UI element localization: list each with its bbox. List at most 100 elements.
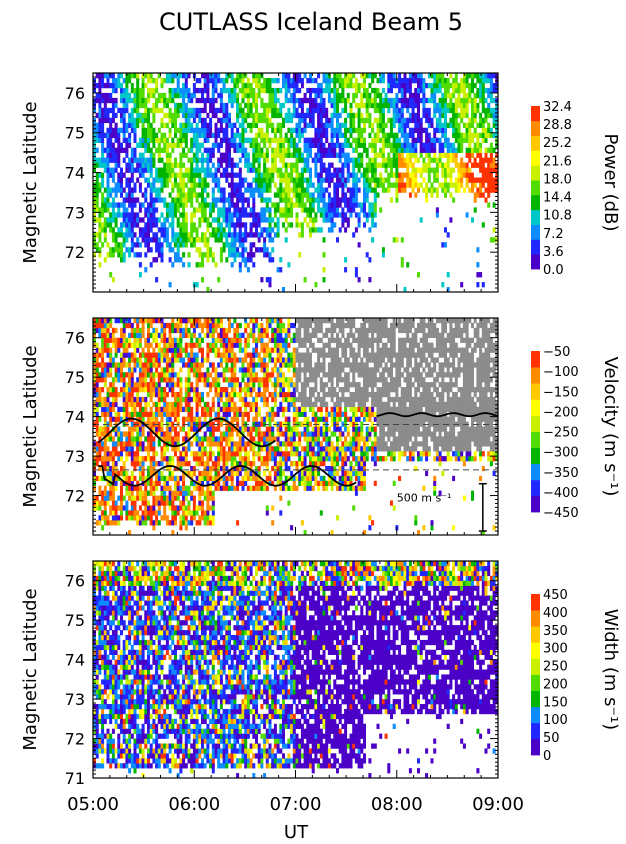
power-colorbar-tick: 10.8 xyxy=(543,209,572,224)
x-tick-labels: 05:00 06:00 07:00 08:00 09:00 xyxy=(67,794,524,815)
power-colorbar-swatch xyxy=(531,239,540,255)
power-colorbar-title: Power (dB) xyxy=(600,134,621,232)
width-colorbar-tick: 50 xyxy=(543,731,560,746)
power-y-axis-title: Magnetic Latitude xyxy=(20,101,41,263)
power-colorbar-tick: 32.4 xyxy=(543,100,572,115)
velocity-colorbar-swatch xyxy=(531,351,540,368)
velocity-colorbar-tick: −200 xyxy=(543,405,579,420)
velocity-colorbar-swatch xyxy=(531,431,540,448)
width-colorbar-tick: 350 xyxy=(543,624,568,639)
width-colorbar-tick: 250 xyxy=(543,660,568,675)
power-y-tick-label: 76 xyxy=(65,84,85,103)
power-colorbar-swatch xyxy=(531,209,540,225)
velocity-colorbar-title: Velocity (m s⁻¹) xyxy=(600,357,621,497)
velocity-colorbar-swatch xyxy=(531,479,540,497)
velocity-colorbar-tick: −150 xyxy=(543,385,579,400)
width-colorbar-tick: 100 xyxy=(543,713,568,728)
width-colorbar-tick: 150 xyxy=(543,695,568,710)
power-colorbar-tick: 7.2 xyxy=(543,227,564,242)
velocity-colorbar-tick: −450 xyxy=(543,506,579,521)
velocity-colorbar-tick: −350 xyxy=(543,466,579,481)
x-tick-label: 08:00 xyxy=(371,794,423,815)
power-colorbar-swatch xyxy=(531,180,540,196)
power-colorbar-tick: 28.8 xyxy=(543,118,572,133)
power-colorbar-swatch xyxy=(531,224,540,240)
power-colorbar-swatch xyxy=(531,165,540,181)
width-y-axis: 71 72 73 74 75 76 xyxy=(65,560,498,788)
width-colorbar-swatch xyxy=(531,594,540,611)
width-y-tick-label: 71 xyxy=(65,769,85,788)
width-colorbar-swatch xyxy=(531,674,540,691)
velocity-colorbar-swatch xyxy=(531,367,540,384)
power-colorbar-tick: 14.4 xyxy=(543,191,572,206)
width-colorbar-tick: 400 xyxy=(543,606,568,621)
width-colorbar-title: Width (m s⁻¹) xyxy=(600,609,621,730)
width-colorbar-swatch xyxy=(531,738,540,756)
x-tick-label: 07:00 xyxy=(270,794,322,815)
velocity-colorbar-swatch xyxy=(531,399,540,416)
velocity-y-axis: 72 73 74 75 76 xyxy=(65,317,498,536)
velocity-colorbar-tick: −100 xyxy=(543,365,579,380)
velocity-y-tick-label: 73 xyxy=(65,447,85,466)
velocity-colorbar-tick: −400 xyxy=(543,486,579,501)
width-colorbar-swatch xyxy=(531,658,540,675)
velocity-colorbar-swatch xyxy=(531,495,540,513)
power-y-tick-label: 74 xyxy=(65,164,85,183)
power-colorbar-swatch xyxy=(531,106,540,122)
power-y-tick-label: 72 xyxy=(65,243,85,262)
width-colorbar-swatch xyxy=(531,642,540,659)
panel-width: 71 72 73 74 75 76 Magnetic Latitude 450 400 350 30… xyxy=(20,560,621,788)
velocity-colorbar-tick: −50 xyxy=(543,345,570,360)
velocity-y-axis-title: Magnetic Latitude xyxy=(20,345,41,507)
velocity-y-tick-label: 76 xyxy=(65,329,85,348)
width-colorbar-tick: 0 xyxy=(543,749,551,764)
width-colorbar-swatch xyxy=(531,706,540,724)
x-tick-label: 06:00 xyxy=(168,794,220,815)
width-x-axis xyxy=(92,561,499,778)
flow-line-upper xyxy=(97,417,276,448)
power-colorbar-swatch xyxy=(531,135,540,151)
power-x-axis xyxy=(92,73,499,292)
velocity-y-tick-label: 72 xyxy=(65,487,85,506)
velocity-colorbar-swatch xyxy=(531,463,540,481)
figure-title: CUTLASS Iceland Beam 5 xyxy=(159,8,463,36)
x-tick-label: 09:00 xyxy=(472,794,524,815)
panels-group: 72 73 74 75 76 Magnetic Latitude 32.4 28.8 25.2 2… xyxy=(20,72,621,815)
power-colorbar-tick: 3.6 xyxy=(543,245,564,260)
velocity-colorbar-tick: −250 xyxy=(543,426,579,441)
power-heatmap xyxy=(93,73,499,293)
power-colorbar-swatch xyxy=(531,194,540,211)
power-colorbar: 32.4 28.8 25.2 21.6 18.0 14.4 10.8 7.2 3.6 0.0 Pow… xyxy=(531,100,621,278)
power-y-tick-label: 75 xyxy=(65,124,85,143)
velocity-y-tick-label: 75 xyxy=(65,368,85,387)
power-y-tick-label: 73 xyxy=(65,203,85,222)
width-y-tick-label: 75 xyxy=(65,611,85,630)
width-y-axis-title: Magnetic Latitude xyxy=(20,588,41,750)
width-colorbar-tick: 300 xyxy=(543,642,568,657)
velocity-colorbar: −50 −100 −150 −200 −250 −300 −350 −400 −450 Veloc… xyxy=(531,345,621,521)
power-colorbar-swatch xyxy=(531,254,540,270)
power-colorbar-tick: 25.2 xyxy=(543,136,572,151)
width-y-tick-label: 73 xyxy=(65,690,85,709)
power-colorbar-tick: 0.0 xyxy=(543,263,564,278)
width-y-tick-label: 74 xyxy=(65,651,85,670)
width-colorbar-tick: 450 xyxy=(543,588,568,603)
x-axis-title: UT xyxy=(284,822,309,843)
x-tick-label: 05:00 xyxy=(67,794,119,815)
width-colorbar-swatch xyxy=(531,690,540,708)
velocity-x-axis xyxy=(92,318,499,535)
velocity-colorbar-swatch xyxy=(531,383,540,400)
velocity-y-tick-label: 74 xyxy=(65,408,85,427)
width-heatmap xyxy=(93,561,499,779)
velocity-colorbar-swatch xyxy=(531,447,540,465)
width-y-tick-label: 72 xyxy=(65,730,85,749)
power-y-axis: 72 73 74 75 76 xyxy=(65,72,498,293)
power-colorbar-swatch xyxy=(531,150,540,166)
width-colorbar-swatch xyxy=(531,722,540,740)
velocity-colorbar-tick: −300 xyxy=(543,446,579,461)
width-colorbar: 450 400 350 300 250 200 150 100 50 0 Width (m s⁻¹) xyxy=(531,588,621,764)
flow-line-right xyxy=(376,412,499,418)
power-colorbar-tick: 18.0 xyxy=(543,172,572,187)
width-y-tick-label: 76 xyxy=(65,572,85,591)
